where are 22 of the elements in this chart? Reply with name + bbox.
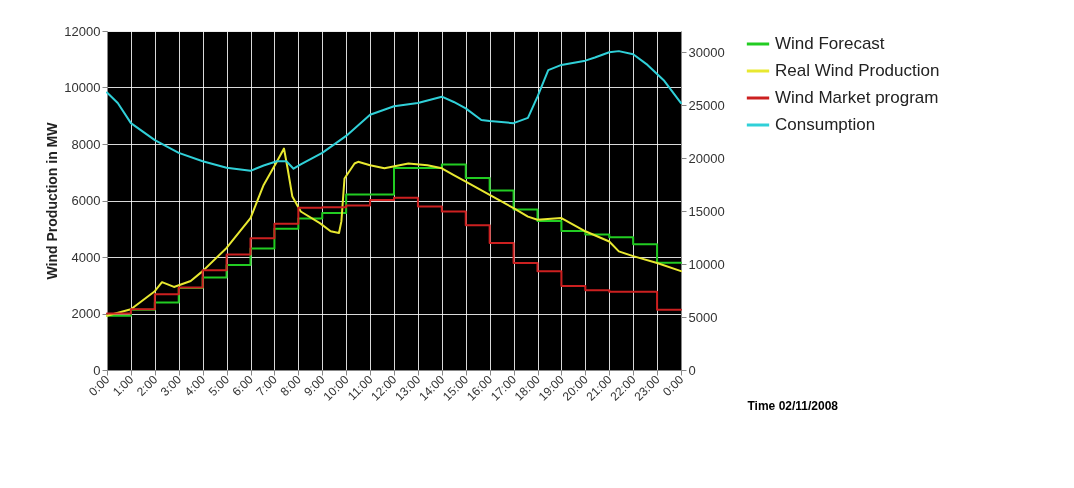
y-tick-label: 2000: [71, 306, 101, 321]
legend-label: Wind Market program: [775, 88, 939, 107]
y2-tick-label: 5000: [688, 309, 718, 325]
legend-label: Real Wind Production: [775, 61, 940, 80]
x-axis-title: Time 02/11/2008: [747, 398, 839, 413]
legend-label: Consumption: [775, 115, 876, 134]
y2-tick-label: 10000: [688, 256, 725, 272]
y-tick-label: 8000: [71, 136, 101, 152]
y2-tick-label: 15000: [688, 203, 725, 219]
y2-tick-label: 25000: [688, 97, 725, 113]
legend-label: Wind Forecast: [775, 34, 885, 53]
y-axis-title: Wind Production in MW: [44, 121, 61, 280]
y-tick-label: 10000: [64, 80, 101, 95]
x-tick-label: 0:00: [660, 372, 687, 399]
y2-tick-label: 20000: [688, 150, 725, 166]
y-tick-label: 0: [93, 362, 101, 378]
y-tick-label: 6000: [71, 193, 101, 208]
line-series: [106, 50, 682, 172]
y2-tick-label: 0: [688, 362, 696, 378]
y-tick-label: 12000: [64, 23, 101, 39]
y-tick-label: 4000: [71, 249, 101, 265]
y2-tick-label: 30000: [688, 44, 725, 60]
